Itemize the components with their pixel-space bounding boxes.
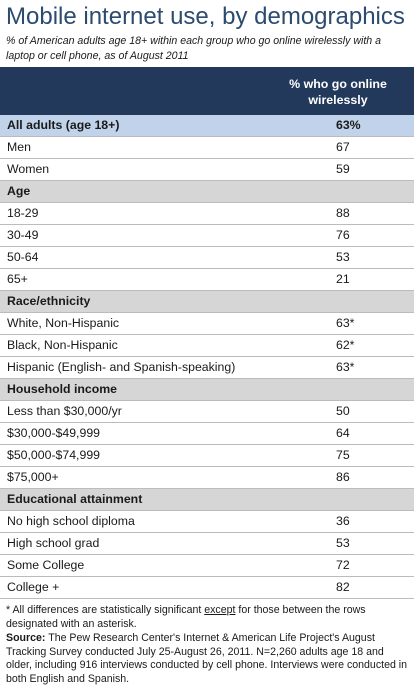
- page-title: Mobile internet use, by demographics: [6, 3, 405, 30]
- row-value: 63%: [336, 118, 361, 132]
- row-label: Some College: [7, 558, 85, 572]
- row-value: 53: [336, 250, 350, 264]
- row-label: Hispanic (English- and Spanish-speaking): [7, 360, 236, 374]
- row-value: 50: [336, 404, 350, 418]
- row-label: 30-49: [7, 228, 39, 242]
- column-header-line2: wirelessly: [308, 93, 368, 107]
- row-value: 63*: [336, 360, 355, 374]
- table-row: 18-29 88: [0, 203, 414, 225]
- row-value: 75: [336, 448, 350, 462]
- table-row: Less than $30,000/yr 50: [0, 401, 414, 423]
- section-label: Educational attainment: [7, 492, 143, 506]
- table-row: $50,000-$74,999 75: [0, 445, 414, 467]
- row-label: $75,000+: [7, 470, 59, 484]
- source-label: Source:: [6, 632, 46, 644]
- row-value: 86: [336, 470, 350, 484]
- table-row: Some College 72: [0, 555, 414, 577]
- row-value: 21: [336, 272, 350, 286]
- row-label: Men: [7, 140, 31, 154]
- row-label: $30,000-$49,999: [7, 426, 100, 440]
- source-text: The Pew Research Center's Internet & Ame…: [6, 632, 408, 685]
- demographics-table: % who go online wirelessly All adults (a…: [0, 67, 414, 599]
- footnote: * All differences are statistically sign…: [6, 604, 410, 631]
- section-label: Race/ethnicity: [7, 294, 91, 308]
- row-label: Less than $30,000/yr: [7, 404, 122, 418]
- row-label: College +: [7, 580, 60, 594]
- row-value: 82: [336, 580, 350, 594]
- total-row: All adults (age 18+) 63%: [0, 115, 414, 137]
- table-row: High school grad 53: [0, 533, 414, 555]
- row-value: 36: [336, 514, 350, 528]
- row-value: 62*: [336, 338, 355, 352]
- table-body: All adults (age 18+) 63% Men 67 Women 59 Age 18…: [0, 115, 414, 599]
- row-value: 72: [336, 558, 350, 572]
- table-row: $75,000+ 86: [0, 467, 414, 489]
- row-label: High school grad: [7, 536, 100, 550]
- row-label: Women: [7, 162, 50, 176]
- row-label: Black, Non-Hispanic: [7, 338, 118, 352]
- page-subtitle: % of American adults age 18+ within each…: [6, 35, 382, 62]
- table-row: Hispanic (English- and Spanish-speaking)…: [0, 357, 414, 379]
- row-value: 53: [336, 536, 350, 550]
- row-label: 18-29: [7, 206, 39, 220]
- table-row: College + 82: [0, 577, 414, 599]
- table-row: White, Non-Hispanic 63*: [0, 313, 414, 335]
- row-value: 59: [336, 162, 350, 176]
- row-value: 63*: [336, 316, 355, 330]
- section-header-row: Age: [0, 181, 414, 203]
- row-label: 65+: [7, 272, 28, 286]
- table-row: 30-49 76: [0, 225, 414, 247]
- column-header-line1: % who go online: [289, 77, 387, 91]
- footnote-text-end: for those between the rows designated wi…: [6, 604, 366, 630]
- section-label: Household income: [7, 382, 117, 396]
- row-value: 76: [336, 228, 350, 242]
- row-label: White, Non-Hispanic: [7, 316, 120, 330]
- notes: * All differences are statistically sign…: [6, 604, 410, 686]
- section-header-row: Race/ethnicity: [0, 291, 414, 313]
- column-header: % who go online wirelessly: [268, 76, 408, 108]
- table-row: Black, Non-Hispanic 62*: [0, 335, 414, 357]
- section-label: Age: [7, 184, 31, 198]
- source-note: Source: The Pew Research Center's Intern…: [6, 632, 410, 686]
- row-value: 88: [336, 206, 350, 220]
- row-value: 64: [336, 426, 350, 440]
- table-row: Men 67: [0, 137, 414, 159]
- row-value: 67: [336, 140, 350, 154]
- row-label: No high school diploma: [7, 514, 135, 528]
- table-row: Women 59: [0, 159, 414, 181]
- table-row: $30,000-$49,999 64: [0, 423, 414, 445]
- table-row: No high school diploma 36: [0, 511, 414, 533]
- row-label: All adults (age 18+): [7, 118, 120, 132]
- row-label: $50,000-$74,999: [7, 448, 100, 462]
- table-row: 65+ 21: [0, 269, 414, 291]
- section-header-row: Educational attainment: [0, 489, 414, 511]
- section-header-row: Household income: [0, 379, 414, 401]
- row-label: 50-64: [7, 250, 39, 264]
- footnote-emphasis: except: [204, 604, 236, 616]
- table-header: % who go online wirelessly: [0, 67, 414, 115]
- table-row: 50-64 53: [0, 247, 414, 269]
- footnote-text: * All differences are statistically sign…: [6, 604, 205, 616]
